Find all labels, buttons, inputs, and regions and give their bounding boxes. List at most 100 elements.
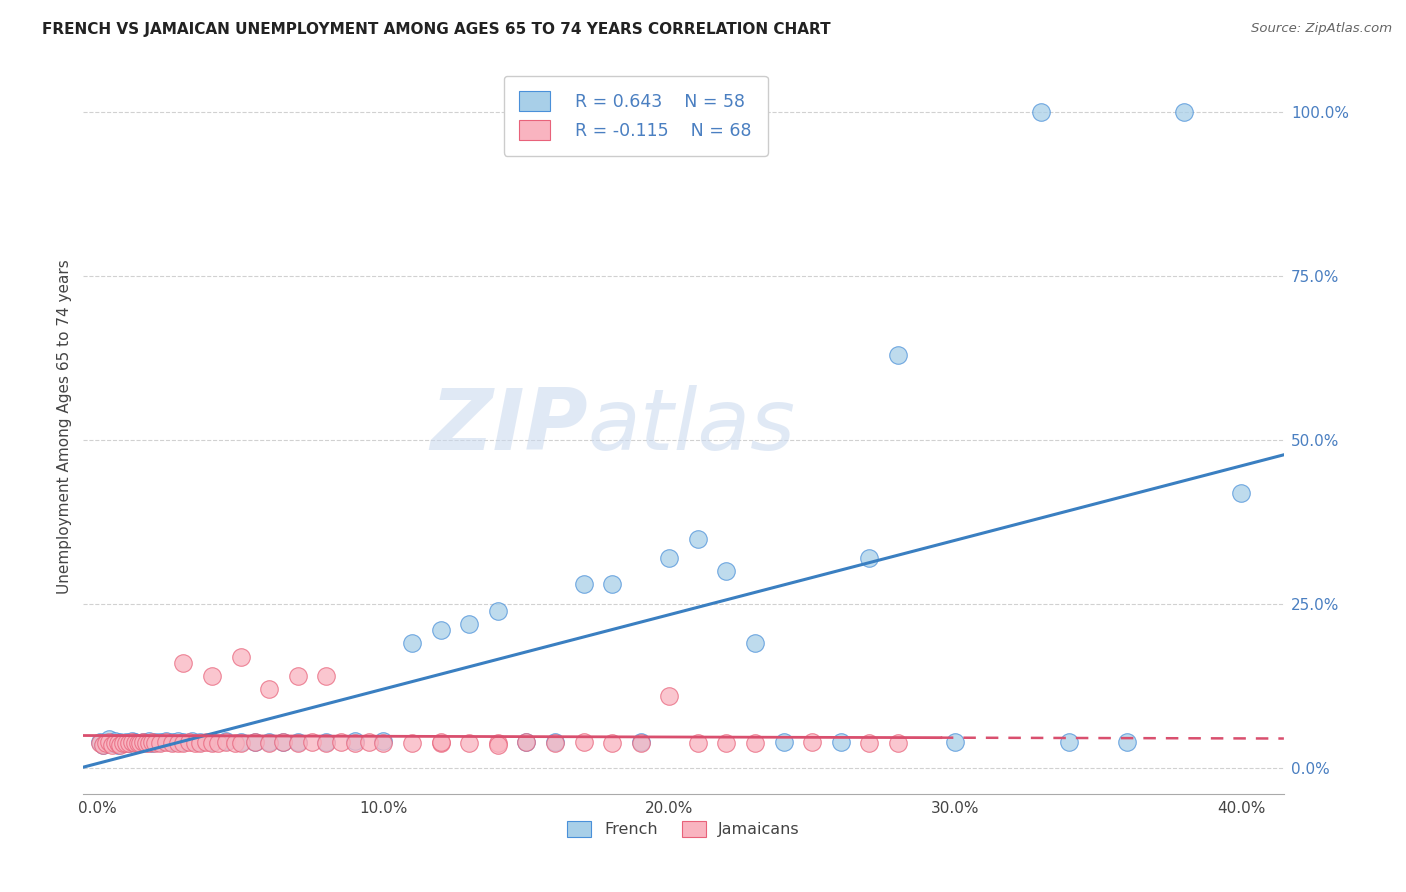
Point (195, 735, 218, 749)
Point (207, 736, 229, 750)
Point (149, 736, 172, 750)
Point (89, 735, 111, 749)
Point (172, 735, 194, 749)
Point (257, 736, 280, 750)
Point (515, 735, 537, 749)
Text: ZIP: ZIP (430, 385, 588, 468)
Point (630, 736, 652, 750)
Point (112, 736, 135, 750)
Point (858, 551, 880, 566)
Point (401, 736, 423, 750)
Point (135, 736, 157, 750)
Point (801, 735, 824, 749)
Point (101, 738, 124, 752)
Point (772, 735, 794, 749)
Point (141, 735, 163, 749)
Point (201, 735, 224, 749)
Point (215, 733, 238, 747)
Point (143, 735, 166, 749)
Point (201, 669, 224, 683)
Point (166, 736, 188, 750)
Point (143, 736, 166, 750)
Point (215, 735, 238, 749)
Point (486, 604, 509, 618)
Point (429, 624, 451, 638)
Point (1029, 105, 1052, 120)
Point (124, 735, 146, 749)
Point (373, 733, 395, 747)
Point (115, 736, 138, 750)
Point (107, 738, 129, 752)
Text: Source: ZipAtlas.com: Source: ZipAtlas.com (1251, 22, 1392, 36)
Point (138, 733, 160, 747)
Point (315, 669, 337, 683)
Point (1115, 735, 1137, 749)
Point (429, 735, 451, 749)
Point (572, 577, 595, 591)
Point (177, 735, 200, 749)
Point (104, 733, 127, 747)
Point (190, 736, 212, 750)
Point (89, 736, 111, 750)
Point (155, 733, 177, 747)
Point (716, 564, 738, 578)
Point (229, 736, 252, 750)
Point (343, 733, 366, 747)
Point (180, 733, 202, 747)
Point (686, 736, 709, 750)
Y-axis label: Unemployment Among Ages 65 to 74 years: Unemployment Among Ages 65 to 74 years (58, 260, 72, 594)
Point (716, 736, 738, 750)
Point (630, 735, 652, 749)
Point (155, 735, 177, 749)
Point (686, 532, 709, 546)
Point (110, 735, 132, 749)
Text: FRENCH VS JAMAICAN UNEMPLOYMENT AMONG AGES 65 TO 74 YEARS CORRELATION CHART: FRENCH VS JAMAICAN UNEMPLOYMENT AMONG AG… (42, 22, 831, 37)
Point (359, 735, 381, 749)
Point (544, 736, 567, 750)
Point (243, 735, 266, 749)
Point (243, 735, 266, 749)
Point (132, 735, 155, 749)
Point (101, 736, 124, 750)
Point (257, 682, 280, 697)
Point (287, 669, 309, 683)
Point (544, 735, 567, 749)
Point (96, 735, 118, 749)
Point (658, 689, 681, 703)
Point (160, 736, 183, 750)
Point (98, 735, 121, 749)
Point (744, 736, 766, 750)
Point (115, 735, 138, 749)
Point (401, 636, 423, 650)
Point (229, 735, 252, 749)
Point (172, 656, 194, 670)
Point (149, 735, 172, 749)
Point (107, 736, 129, 750)
Point (1173, 105, 1195, 120)
Point (744, 636, 766, 650)
Point (257, 735, 280, 749)
Point (301, 735, 323, 749)
Point (141, 736, 163, 750)
Point (315, 735, 337, 749)
Point (572, 735, 595, 749)
Point (166, 733, 188, 747)
Point (190, 735, 212, 749)
Point (110, 738, 132, 752)
Point (118, 736, 141, 750)
Point (138, 736, 160, 750)
Point (118, 736, 141, 750)
Point (129, 736, 152, 750)
Point (160, 735, 183, 749)
Point (91, 738, 114, 752)
Point (172, 736, 194, 750)
Point (830, 735, 852, 749)
Point (104, 736, 127, 750)
Point (329, 735, 352, 749)
Point (486, 738, 509, 752)
Point (658, 551, 681, 566)
Point (224, 736, 246, 750)
Point (121, 735, 143, 749)
Point (91, 738, 114, 752)
Point (98, 731, 121, 746)
